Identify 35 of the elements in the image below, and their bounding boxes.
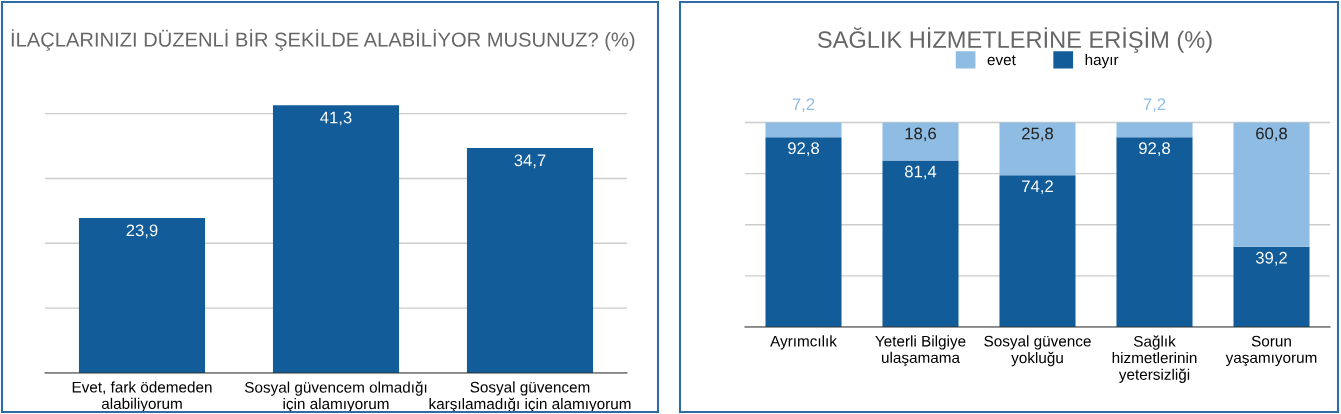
x-tick-label: Yeterli Bilgiye ulaşamama	[875, 335, 966, 367]
data-label: 92,8	[788, 142, 819, 157]
x-tick-label: Sosyal güvencem olmadığı için alamıyorum	[244, 381, 427, 413]
data-label: 25,8	[1022, 127, 1053, 142]
legend-label: hayır	[1085, 53, 1119, 69]
data-label: 92,8	[1139, 142, 1170, 157]
data-label: 7,2	[792, 98, 815, 113]
data-label: 74,2	[1022, 180, 1053, 195]
data-label: 7,2	[1143, 98, 1166, 113]
data-label: 60,8	[1256, 127, 1287, 142]
bar	[999, 175, 1076, 327]
bar	[1116, 137, 1193, 327]
bar	[1116, 122, 1193, 138]
data-label: 41,3	[320, 111, 352, 126]
bar	[765, 122, 842, 138]
x-tick-label: Evet, fark ödemeden alabiliyorum	[72, 381, 212, 413]
data-label: 18,6	[905, 127, 936, 142]
x-tick-label: Ayrımcılık	[770, 335, 837, 350]
chart-title: SAĞLIK HİZMETLERİNE ERİŞİM (%)	[817, 27, 1212, 53]
data-label: 34,7	[514, 154, 546, 169]
bar	[1233, 246, 1310, 327]
bar	[765, 137, 842, 327]
bar	[882, 160, 959, 327]
bar	[1233, 122, 1310, 247]
x-tick-label: Sosyal güvencem karşılamadığı için alamıyorum	[429, 381, 631, 413]
x-tick-label: Sağlık hizmetlerinin yetersizliği	[1112, 335, 1197, 383]
legend-label: evet	[987, 55, 1016, 66]
bar	[999, 122, 1076, 176]
data-label: 23,9	[126, 224, 158, 239]
chart-title: İLAÇLARINIZI DÜZENLİ BİR ŞEKİLDE ALABİLİYOR MUSUNUZ? (%)	[11, 29, 635, 51]
x-tick-label: Sosyal güvence yokluğu	[984, 335, 1091, 367]
data-label: 81,4	[905, 165, 937, 180]
x-tick-label: Sorun yaşamıyorum	[1225, 335, 1317, 367]
data-label: 39,2	[1255, 251, 1287, 266]
bar	[882, 122, 959, 161]
